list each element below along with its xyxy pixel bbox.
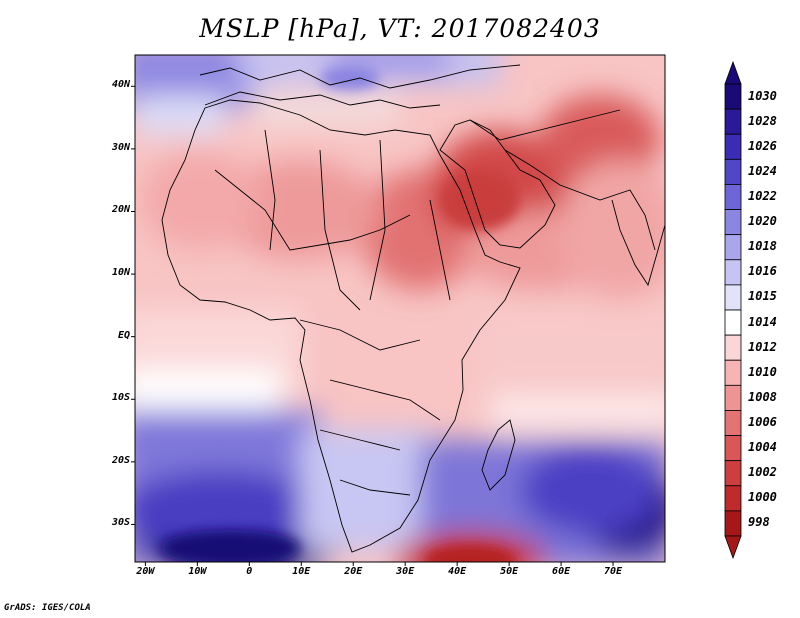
colorbar [724,60,742,560]
colorbar-segment [724,485,742,512]
colorbar-label: 1018 [748,239,777,254]
lat-label: 30N [111,141,130,153]
colorbar-label: 1002 [748,465,777,480]
colorbar-segment [724,284,742,311]
lon-label: 70E [604,566,623,577]
colorbar-label: 1024 [748,163,777,178]
colorbar-label: 1026 [748,138,777,153]
lat-label: 20S [111,454,130,466]
colorbar-segment [724,435,742,462]
colorbar-segment [724,234,742,261]
colorbar-label: 1022 [748,189,777,203]
lon-label: 40E [448,566,467,577]
colorbar-segment [724,259,742,286]
colorbar-label: 1000 [748,490,777,505]
colorbar-segment [724,334,742,361]
lat-label: 10S [111,392,130,404]
lon-label: 20E [344,566,363,577]
colorbar-segment [724,133,742,160]
lat-label: 30S [111,517,130,529]
lon-label: 30E [396,566,415,577]
map-title: MSLP [hPa], VT: 2017082403 [199,14,601,43]
colorbar-label: 1028 [748,113,777,128]
colorbar-label: 1006 [748,415,777,429]
colorbar-label: 1015 [748,289,777,304]
lon-label: 20W [136,566,155,577]
coastlines [161,64,665,553]
lon-label: 0 [246,566,253,577]
colorbar-label: 1012 [748,339,777,354]
lat-label: 20N [111,204,130,216]
colorbar-label: 1020 [748,214,777,229]
colorbar-segment [724,209,742,236]
colorbar-label: 1004 [748,440,777,455]
colorbar-segment [724,384,742,411]
colorbar-segment [724,359,742,386]
colorbar-segment [724,460,742,487]
plot-frame [134,54,666,563]
colorbar-bottom-arrow [724,535,742,560]
colorbar-segment [724,184,742,210]
colorbar-label: 1014 [748,314,777,329]
lon-tick-marks [144,562,614,566]
lat-label: 10N [111,267,130,279]
grads-credit: GrADS: IGES/COLA [4,603,91,613]
colorbar-segment [724,108,742,135]
colorbar-top-arrow [724,60,742,85]
colorbar-label: 1016 [748,264,777,279]
colorbar-segment [724,83,742,110]
colorbar-segment [724,309,742,336]
colorbar-label: 1008 [748,389,777,404]
colorbar-segment [724,410,742,436]
lon-label: 60E [552,566,571,577]
lon-label: 10E [292,566,311,577]
lon-label: 50E [500,566,519,577]
lat-tick-marks [131,85,135,525]
colorbar-segment [724,158,742,185]
lon-label: 10W [188,566,207,577]
colorbar-label: 998 [748,515,770,530]
colorbar-label: 1010 [748,364,777,379]
pressure-field [135,55,665,562]
colorbar-label: 1030 [748,88,777,103]
lat-label: 40N [111,79,130,91]
lat-label: EQ [117,329,130,341]
colorbar-segment [724,510,742,537]
